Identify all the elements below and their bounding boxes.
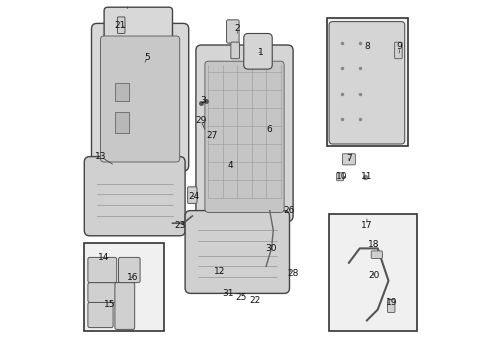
Text: 5: 5 xyxy=(144,53,150,62)
FancyBboxPatch shape xyxy=(88,302,113,328)
Text: 9: 9 xyxy=(396,42,401,51)
FancyBboxPatch shape xyxy=(386,300,394,312)
Text: 1: 1 xyxy=(257,48,263,57)
Text: 6: 6 xyxy=(266,125,272,134)
Text: 10: 10 xyxy=(335,172,347,181)
FancyBboxPatch shape xyxy=(230,42,239,59)
Text: 28: 28 xyxy=(287,269,298,278)
FancyBboxPatch shape xyxy=(101,36,179,162)
Text: 13: 13 xyxy=(95,152,106,161)
Text: 26: 26 xyxy=(283,206,295,215)
FancyBboxPatch shape xyxy=(226,20,239,43)
Text: 14: 14 xyxy=(98,253,110,262)
FancyBboxPatch shape xyxy=(328,22,404,144)
Bar xyxy=(326,18,407,146)
FancyBboxPatch shape xyxy=(88,283,120,302)
Text: 22: 22 xyxy=(249,296,261,305)
Text: 27: 27 xyxy=(206,131,217,140)
Bar xyxy=(115,83,129,101)
Text: 31: 31 xyxy=(222,289,234,298)
Text: 12: 12 xyxy=(213,267,224,276)
Text: 29: 29 xyxy=(195,116,206,125)
Text: 20: 20 xyxy=(367,271,379,280)
Bar xyxy=(115,112,129,133)
Text: 4: 4 xyxy=(227,161,232,170)
FancyBboxPatch shape xyxy=(204,61,284,212)
Text: 17: 17 xyxy=(361,220,372,230)
FancyBboxPatch shape xyxy=(91,23,188,171)
Text: 7: 7 xyxy=(346,154,351,163)
FancyBboxPatch shape xyxy=(370,251,382,258)
FancyBboxPatch shape xyxy=(336,173,343,181)
Text: 16: 16 xyxy=(127,273,139,282)
Text: 25: 25 xyxy=(235,292,246,302)
FancyBboxPatch shape xyxy=(84,157,185,236)
FancyBboxPatch shape xyxy=(117,17,125,33)
FancyBboxPatch shape xyxy=(104,7,172,40)
Text: 3: 3 xyxy=(200,96,205,105)
Text: 8: 8 xyxy=(363,42,369,51)
FancyBboxPatch shape xyxy=(244,33,272,69)
Text: 21: 21 xyxy=(114,21,126,30)
FancyBboxPatch shape xyxy=(342,154,355,165)
FancyBboxPatch shape xyxy=(185,211,289,293)
Text: 18: 18 xyxy=(367,240,379,249)
Bar xyxy=(328,214,416,331)
Text: 2: 2 xyxy=(234,24,240,33)
Text: 24: 24 xyxy=(188,192,199,201)
FancyBboxPatch shape xyxy=(115,283,134,329)
Text: 11: 11 xyxy=(361,172,372,181)
FancyBboxPatch shape xyxy=(394,42,401,59)
FancyBboxPatch shape xyxy=(196,45,292,221)
FancyBboxPatch shape xyxy=(88,257,117,283)
Text: 23: 23 xyxy=(174,220,185,230)
Text: 15: 15 xyxy=(103,300,115,309)
Text: 19: 19 xyxy=(386,298,397,307)
FancyBboxPatch shape xyxy=(118,257,140,283)
Text: 30: 30 xyxy=(265,244,277,253)
Bar xyxy=(84,243,163,331)
FancyBboxPatch shape xyxy=(187,187,197,203)
